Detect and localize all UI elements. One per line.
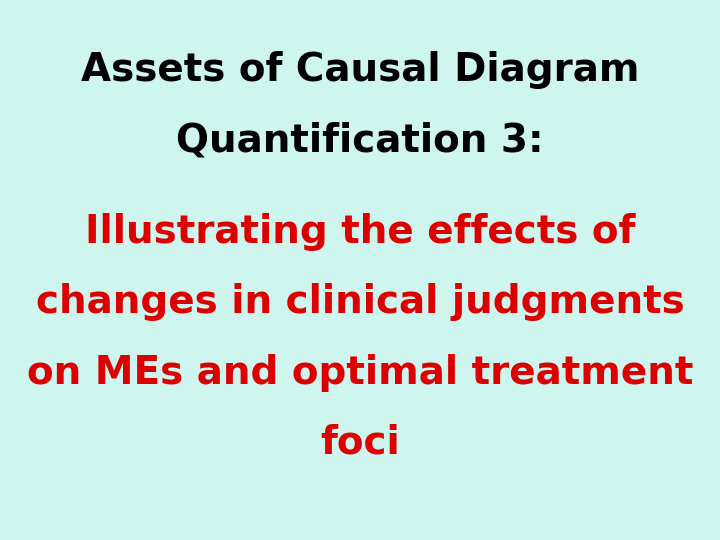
Text: foci: foci <box>320 424 400 462</box>
Text: Assets of Causal Diagram: Assets of Causal Diagram <box>81 51 639 89</box>
Text: Illustrating the effects of: Illustrating the effects of <box>85 213 635 251</box>
Text: Quantification 3:: Quantification 3: <box>176 122 544 159</box>
Text: changes in clinical judgments: changes in clinical judgments <box>35 284 685 321</box>
Text: on MEs and optimal treatment: on MEs and optimal treatment <box>27 354 693 391</box>
